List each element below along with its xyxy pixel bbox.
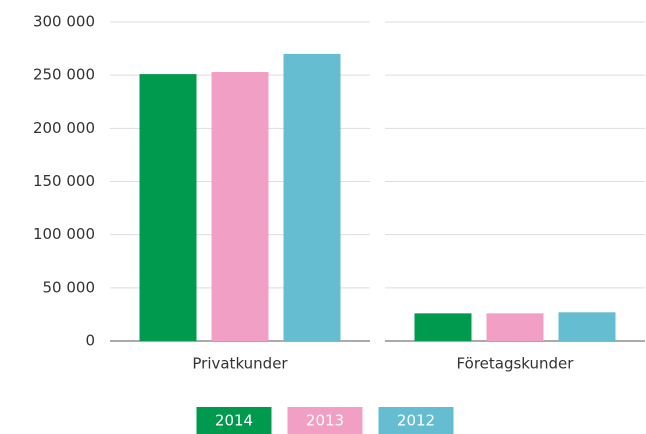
x-tick-label: Privatkunder <box>192 355 288 373</box>
y-tick-label: 100 000 <box>33 225 95 243</box>
legend-swatch <box>287 407 363 434</box>
bar <box>486 313 544 341</box>
bar <box>283 53 341 342</box>
y-tick-label: 0 <box>85 332 95 350</box>
bar <box>139 74 197 341</box>
legend-label: 2013 <box>306 412 344 430</box>
legend-label: 2012 <box>397 412 435 430</box>
y-tick-label: 200 000 <box>33 119 95 137</box>
y-tick-label: 300 000 <box>33 13 95 31</box>
y-tick-label: 50 000 <box>43 278 96 296</box>
y-tick-label: 150 000 <box>33 172 95 190</box>
legend-label: 2014 <box>215 412 253 430</box>
legend-swatch <box>196 407 272 434</box>
legend-swatch <box>378 407 454 434</box>
bar <box>558 312 616 341</box>
x-tick-label: Företagskunder <box>457 355 575 373</box>
bar <box>211 71 269 341</box>
bar <box>414 313 472 341</box>
y-tick-label: 250 000 <box>33 66 95 84</box>
